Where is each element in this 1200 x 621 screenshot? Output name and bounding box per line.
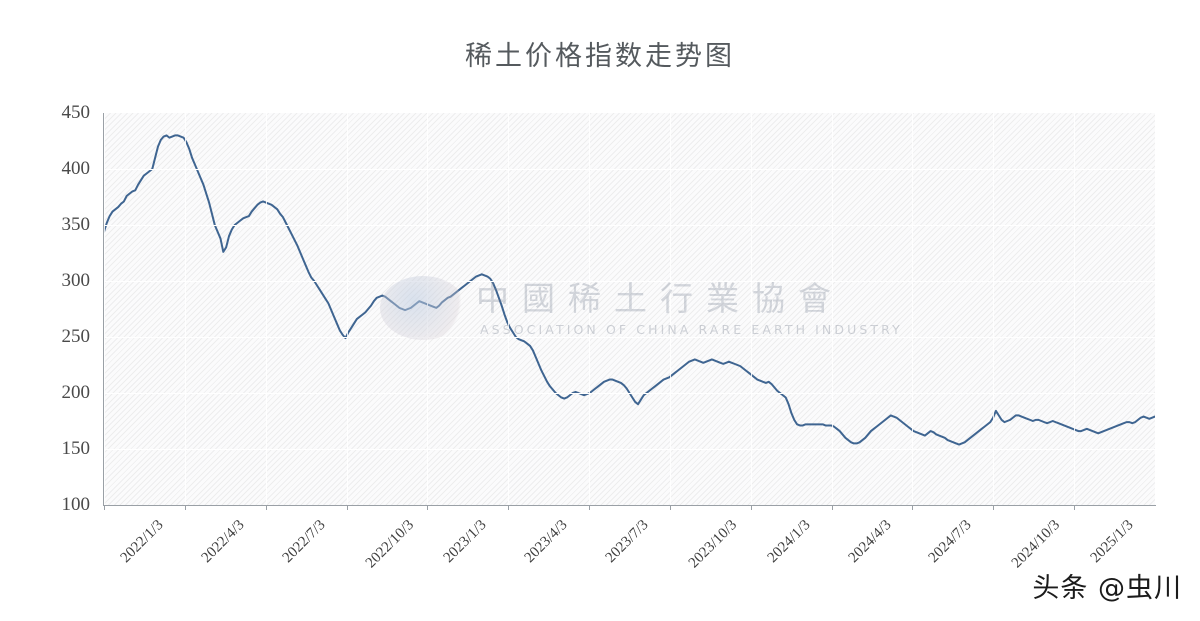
x-axis-tickmark [427,505,429,510]
x-axis-tickmark [993,505,995,510]
x-axis-tickmark [184,505,186,510]
attribution-label: 头条 @虫川 [1032,573,1182,604]
x-axis-tick-label: 2022/4/3 [198,517,248,567]
x-axis-tickmark [104,505,105,510]
y-axis-tick-label: 350 [61,214,91,235]
x-axis-tick-label: 2025/1/3 [1087,517,1137,567]
gridline-vertical [346,113,348,505]
gridline-vertical [104,113,105,505]
y-axis-tick-label: 200 [61,382,91,403]
gridline-vertical [265,113,267,505]
x-axis-line [104,505,1156,506]
x-axis-tick-label: 2024/4/3 [845,517,895,567]
gridline-vertical [508,113,510,505]
x-axis-tickmark [831,505,833,510]
gridline-horizontal [104,281,1155,282]
series-line-rare-earth-price-index [104,113,1155,505]
x-axis-tick-label: 2022/7/3 [279,517,329,567]
y-axis-tick-label: 450 [61,102,91,123]
x-axis-tick-label: 2023/10/3 [685,517,741,572]
gridline-vertical [669,113,671,505]
plot-area [104,113,1155,505]
x-axis-tickmark [1074,505,1076,510]
x-axis-tickmark [912,505,914,510]
y-axis-tick-label: 250 [61,326,91,347]
gridline-vertical [750,113,752,505]
y-axis-tick-label: 100 [61,494,91,515]
x-axis-tickmark [669,505,671,510]
y-axis-line [103,113,104,506]
gridline-vertical [1074,113,1076,505]
y-axis-tick-label: 300 [61,270,91,291]
y-axis: 450 400 350 300 250 200 150 100 [0,0,104,621]
gridline-vertical [912,113,914,505]
x-axis-tick-label: 2022/1/3 [117,517,167,567]
gridline-vertical [427,113,429,505]
gridline-vertical [993,113,995,505]
gridline-horizontal [104,393,1155,394]
gridline-vertical [831,113,833,505]
gridline-horizontal [104,225,1155,226]
x-axis: 2022/1/3 2022/4/3 2022/7/3 2022/10/3 2023/1/… [0,505,1200,621]
x-axis-tick-label: 2024/1/3 [764,517,814,567]
y-axis-tick-label: 150 [61,438,91,459]
gridline-vertical [589,113,591,505]
x-axis-tick-label: 2023/4/3 [521,517,571,567]
x-axis-tick-label: 2024/10/3 [1009,517,1064,572]
x-axis-tickmark [265,505,267,510]
x-axis-tick-label: 2024/7/3 [926,517,976,567]
y-axis-tick-label: 400 [61,158,91,179]
page-title: 稀土价格指数走势图 [465,41,735,72]
gridline-vertical [184,113,186,505]
gridline-horizontal [104,449,1155,450]
gridline-horizontal [104,337,1155,338]
x-axis-tick-label: 2022/10/3 [362,517,417,572]
x-axis-tickmark [508,505,510,510]
x-axis-tickmark [346,505,348,510]
gridline-horizontal [104,169,1155,170]
x-axis-tick-label: 2023/1/3 [440,517,491,567]
x-axis-tick-label: 2023/7/3 [602,517,652,567]
x-axis-tickmark [589,505,591,510]
x-axis-tickmark [750,505,752,510]
